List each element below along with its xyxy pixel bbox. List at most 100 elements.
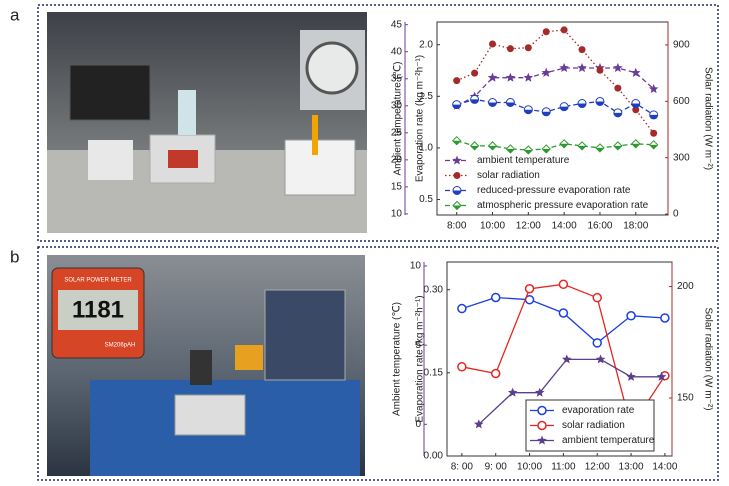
data-point bbox=[541, 67, 551, 77]
marker bbox=[562, 354, 572, 364]
marker bbox=[595, 147, 604, 152]
x-tick-label: 10:00 bbox=[517, 462, 542, 473]
marker bbox=[505, 72, 516, 82]
data-point bbox=[650, 129, 658, 137]
marker bbox=[613, 145, 622, 150]
marker bbox=[453, 77, 461, 85]
data-point bbox=[558, 308, 569, 318]
data-point bbox=[505, 144, 516, 154]
marker bbox=[614, 84, 622, 92]
y3-axis-title: Ambient temperature (℃) bbox=[392, 302, 403, 416]
data-point bbox=[453, 77, 461, 85]
data-point bbox=[537, 420, 547, 431]
data-point bbox=[524, 44, 532, 52]
marker bbox=[488, 145, 497, 150]
data-point bbox=[578, 46, 586, 54]
y3-tick-label: 45 bbox=[391, 19, 403, 30]
marker bbox=[524, 109, 533, 114]
y3-tick-label: 10 bbox=[391, 209, 403, 220]
marker bbox=[542, 148, 551, 153]
series-line bbox=[456, 140, 654, 151]
marker bbox=[649, 144, 658, 149]
data-point bbox=[469, 141, 480, 151]
data-point bbox=[613, 141, 623, 151]
marker bbox=[558, 279, 569, 290]
y3-tick-label: 0 bbox=[415, 419, 421, 430]
marker bbox=[650, 129, 658, 137]
marker bbox=[452, 155, 462, 165]
y2-tick-label: 0 bbox=[673, 209, 679, 220]
marker bbox=[631, 103, 640, 108]
marker bbox=[474, 419, 484, 429]
data-point bbox=[537, 405, 547, 416]
marker bbox=[470, 99, 479, 104]
data-point bbox=[560, 26, 568, 34]
data-point bbox=[471, 69, 479, 77]
y-tick-label: 2.0 bbox=[419, 39, 433, 50]
data-point bbox=[648, 140, 659, 150]
data-point bbox=[595, 354, 606, 364]
data-point bbox=[648, 84, 659, 94]
data-point bbox=[452, 200, 462, 211]
marker bbox=[596, 66, 604, 74]
data-point bbox=[457, 362, 467, 372]
marker bbox=[649, 114, 658, 119]
marker bbox=[471, 69, 479, 77]
marker bbox=[595, 101, 604, 106]
marker bbox=[541, 67, 551, 77]
data-point bbox=[592, 292, 602, 303]
marker bbox=[558, 308, 569, 318]
legend-label: atmospheric pressure evaporation rate bbox=[477, 200, 649, 211]
marker bbox=[648, 84, 659, 94]
y3-tick-label: 5 bbox=[415, 340, 421, 351]
marker bbox=[490, 292, 501, 303]
y2-tick-label: 600 bbox=[673, 96, 690, 107]
data-point bbox=[614, 84, 622, 92]
marker bbox=[457, 362, 467, 372]
meter-title: SOLAR POWER METER bbox=[64, 278, 132, 284]
series-line bbox=[461, 296, 665, 344]
photo-a bbox=[47, 12, 367, 233]
marker bbox=[487, 72, 498, 82]
data-point bbox=[626, 371, 636, 381]
marker bbox=[524, 149, 533, 154]
data-point bbox=[490, 292, 501, 303]
x-tick-label: 12:00 bbox=[516, 221, 541, 232]
marker bbox=[592, 338, 602, 348]
data-point bbox=[488, 98, 498, 108]
data-point bbox=[541, 144, 551, 154]
marker bbox=[595, 354, 606, 364]
marker bbox=[542, 111, 551, 116]
data-point bbox=[656, 371, 667, 381]
data-point bbox=[596, 66, 604, 74]
data-point bbox=[523, 145, 534, 155]
marker bbox=[578, 103, 587, 108]
y3-tick-label: 15 bbox=[391, 182, 403, 193]
marker bbox=[578, 145, 587, 150]
marker bbox=[457, 303, 467, 314]
x-tick-label: 9: 00 bbox=[485, 462, 508, 473]
legend-label: solar radiation bbox=[562, 420, 625, 431]
x-tick-label: 14:00 bbox=[552, 221, 577, 232]
legend-label: solar radiation bbox=[477, 170, 540, 181]
marker bbox=[613, 112, 622, 117]
series-line bbox=[456, 98, 655, 116]
marker bbox=[537, 420, 547, 431]
marker bbox=[631, 143, 640, 148]
data-point bbox=[505, 72, 516, 82]
data-point bbox=[577, 141, 587, 151]
y-tick-label: 0.00 bbox=[424, 451, 444, 462]
data-point bbox=[660, 313, 670, 323]
series-line bbox=[456, 29, 655, 134]
data-point bbox=[632, 106, 640, 114]
y3-tick-label: 30 bbox=[391, 100, 403, 111]
data-point bbox=[558, 279, 569, 290]
marker bbox=[626, 371, 636, 381]
x-tick-label: 11:00 bbox=[551, 462, 576, 473]
data-point bbox=[452, 100, 462, 110]
y3-tick-label: 40 bbox=[391, 46, 403, 57]
marker bbox=[560, 143, 569, 148]
marker bbox=[490, 368, 501, 379]
y2-tick-label: 300 bbox=[673, 152, 690, 163]
data-point bbox=[559, 63, 569, 72]
